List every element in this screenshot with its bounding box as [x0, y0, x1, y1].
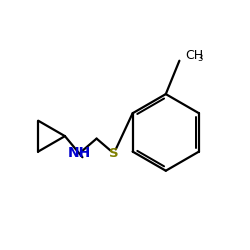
Text: S: S — [109, 147, 119, 160]
Text: 3: 3 — [198, 54, 203, 63]
Text: CH: CH — [186, 49, 204, 62]
Text: NH: NH — [68, 146, 91, 160]
